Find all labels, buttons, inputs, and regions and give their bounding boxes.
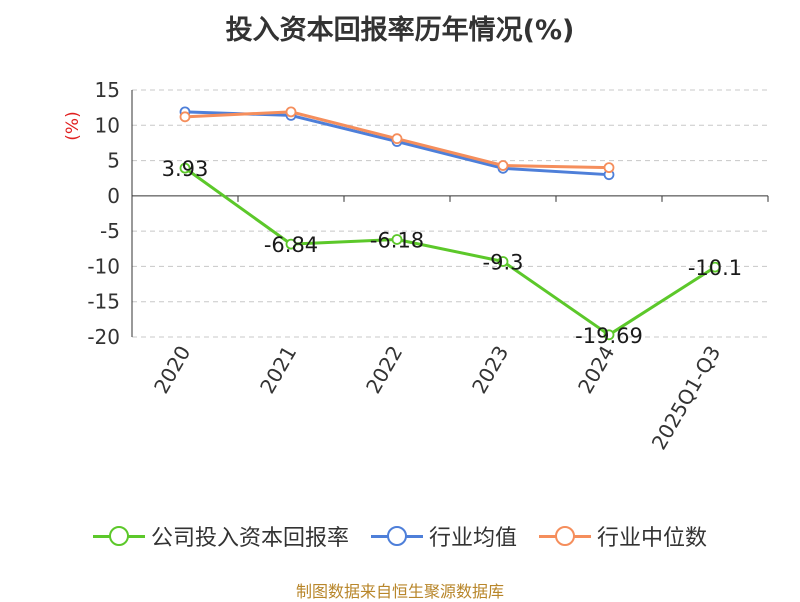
- data-label: -9.3: [483, 250, 524, 274]
- y-tick-label: 5: [107, 149, 120, 173]
- x-tick-label: 2021: [255, 342, 301, 398]
- legend-marker-industry-mean: [370, 525, 423, 547]
- legend-label-industry-mean: 行业均值: [428, 526, 517, 551]
- data-label: 3.93: [162, 157, 209, 181]
- y-tick-label: -20: [87, 325, 120, 349]
- y-tick-label: -5: [100, 219, 120, 243]
- data-point: [497, 160, 509, 171]
- grid-layer: [132, 89, 768, 338]
- y-axis-title: (%): [63, 111, 83, 140]
- y-tick-label: -15: [87, 290, 120, 314]
- x-tick-label: 2022: [361, 342, 407, 398]
- data-point: [391, 133, 403, 145]
- data-point: [179, 162, 191, 174]
- data-point: [179, 111, 191, 123]
- data-point: [285, 238, 297, 250]
- data-label: -10.1: [688, 256, 742, 280]
- legend-item-company[interactable]: 公司投入资本回报率: [92, 520, 349, 552]
- source-note: 制图数据来自恒生聚源数据库: [295, 582, 504, 601]
- y-tick-label: -10: [87, 254, 120, 278]
- series-layer: [179, 106, 721, 341]
- y-tick-label: 15: [95, 78, 120, 102]
- data-point: [391, 234, 403, 245]
- axis-layer: 15 10 5 0 -5 -10 -15 -20 (%) 2020 2021 2022 2023 2024…: [63, 78, 769, 454]
- data-label: -6.18: [370, 228, 424, 252]
- legend-label-industry-median: 行业中位数: [597, 526, 708, 551]
- data-point: [603, 162, 615, 174]
- legend-marker-company: [92, 525, 145, 547]
- data-label: -19.69: [575, 324, 643, 348]
- legend-label-company: 公司投入资本回报率: [150, 526, 349, 551]
- chart-plot: 15 10 5 0 -5 -10 -15 -20 (%) 2020 2021 2022 2023 2024…: [63, 78, 769, 454]
- x-tick-label: 2020: [149, 342, 195, 398]
- chart-title: 投入资本回报率历年情况(%): [225, 15, 575, 46]
- y-tick-label: 0: [107, 184, 120, 208]
- legend-item-industry-mean[interactable]: 行业均值: [370, 520, 517, 552]
- x-tick-label: 2023: [467, 342, 513, 398]
- y-tick-label: 10: [95, 113, 120, 137]
- data-label: -6.84: [264, 233, 318, 257]
- x-tick-label: 2025Q1-Q3: [647, 342, 726, 454]
- label-layer: 3.93 -6.84 -6.18 -9.3 -19.69 -10.1: [162, 157, 743, 348]
- legend-marker-industry-median: [539, 525, 591, 547]
- x-tick-label: 2024: [573, 342, 619, 398]
- legend: 公司投入资本回报率 行业均值 行业中位数: [0, 520, 800, 552]
- data-point: [285, 106, 297, 118]
- data-point: [603, 329, 615, 341]
- data-point: [497, 256, 509, 267]
- legend-item-industry-median[interactable]: 行业中位数: [539, 520, 707, 552]
- series-line: [184, 166, 716, 337]
- data-point: [709, 261, 721, 273]
